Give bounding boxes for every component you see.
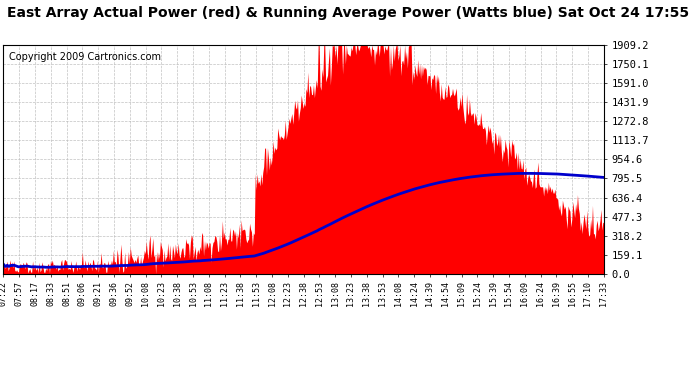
Text: Copyright 2009 Cartronics.com: Copyright 2009 Cartronics.com — [10, 52, 161, 62]
Text: East Array Actual Power (red) & Running Average Power (Watts blue) Sat Oct 24 17: East Array Actual Power (red) & Running … — [7, 6, 689, 20]
